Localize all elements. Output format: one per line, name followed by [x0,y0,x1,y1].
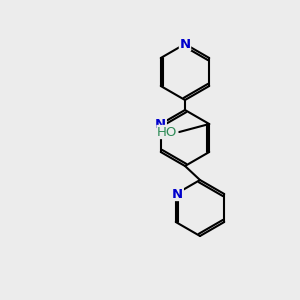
Text: N: N [155,118,166,130]
Text: N: N [179,38,191,50]
Text: HO: HO [157,125,177,139]
Text: N: N [172,188,183,200]
